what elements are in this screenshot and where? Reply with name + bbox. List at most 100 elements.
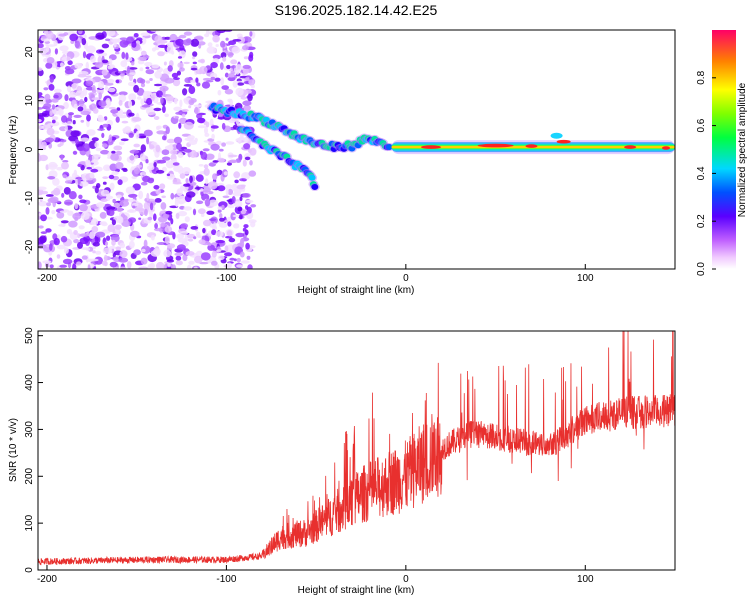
noise-blob: [74, 40, 81, 49]
noise-blob: [89, 172, 95, 179]
noise-blob: [77, 106, 84, 112]
colorbar-tick-label: 0.4: [696, 166, 707, 180]
noise-blob: [66, 56, 71, 61]
noise-blob: [200, 188, 204, 192]
noise-blob: [207, 181, 218, 190]
noise-blob: [242, 100, 252, 106]
noise-blob: [219, 62, 224, 70]
noise-blob: [179, 99, 183, 108]
noise-blob: [225, 37, 229, 41]
noise-blob: [233, 171, 241, 179]
noise-blob: [62, 160, 69, 163]
snr-y-label: SNR (10 * v/v): [8, 418, 19, 482]
noise-blob: [88, 258, 99, 262]
noise-blob: [190, 38, 200, 47]
noise-blob: [67, 85, 72, 93]
steady-line-bump: [550, 132, 563, 139]
steady-line-peak: [421, 145, 441, 149]
noise-blob: [38, 261, 42, 269]
noise-blob: [200, 58, 205, 64]
noise-blob: [119, 266, 126, 269]
noise-blob: [68, 91, 77, 98]
spectrogram-y-tick-label: 10: [24, 95, 35, 107]
noise-blob: [195, 250, 203, 257]
noise-blob: [60, 62, 64, 68]
snr-layer: [38, 331, 675, 566]
noise-blob: [222, 56, 227, 62]
noise-blob: [111, 219, 116, 226]
noise-blob: [221, 142, 227, 147]
noise-blob: [151, 64, 160, 69]
noise-blob: [51, 116, 59, 121]
noise-blob: [64, 180, 73, 184]
noise-blob: [46, 44, 50, 53]
noise-blob: [86, 129, 96, 136]
noise-blob: [141, 248, 146, 253]
noise-blob: [133, 143, 140, 148]
noise-blob: [56, 244, 66, 250]
noise-blob: [38, 225, 44, 229]
noise-blob: [150, 234, 155, 241]
noise-blob: [174, 97, 178, 105]
noise-blob: [204, 183, 210, 186]
noise-blob: [216, 249, 222, 253]
noise-blob: [239, 178, 247, 182]
noise-blob: [116, 107, 121, 111]
noise-blob: [45, 194, 54, 197]
noise-blob: [119, 250, 128, 258]
noise-blob: [106, 206, 116, 211]
noise-blob: [173, 136, 183, 144]
noise-blob: [60, 139, 67, 143]
noise-blob: [104, 82, 114, 86]
noise-blob: [195, 174, 204, 182]
noise-blob: [79, 199, 87, 204]
noise-blob: [51, 119, 56, 124]
noise-blob: [98, 100, 108, 107]
noise-blob: [206, 210, 215, 215]
noise-blob: [166, 266, 172, 269]
noise-blob: [109, 182, 115, 191]
noise-blob: [162, 87, 166, 96]
noise-blob: [165, 126, 170, 135]
noise-blob: [47, 161, 58, 170]
noise-blob: [77, 30, 83, 35]
noise-blob: [73, 169, 78, 176]
noise-blob: [216, 30, 226, 34]
noise-blob: [207, 244, 215, 251]
noise-blob: [227, 204, 235, 209]
noise-blob: [68, 220, 78, 228]
noise-blob: [140, 82, 146, 88]
noise-blob: [193, 36, 204, 40]
noise-blob: [151, 47, 157, 52]
noise-blob: [182, 254, 188, 262]
noise-blob: [133, 33, 139, 38]
upper-branch-blob: [385, 144, 393, 150]
noise-blob: [156, 90, 164, 98]
noise-blob: [67, 210, 74, 216]
noise-blob: [175, 212, 180, 219]
noise-blob: [118, 257, 129, 263]
noise-blob: [201, 81, 211, 89]
noise-blob: [45, 137, 55, 143]
noise-blob: [115, 116, 120, 123]
noise-blob: [247, 93, 253, 102]
noise-blob: [63, 32, 69, 36]
noise-blob: [174, 116, 179, 119]
noise-blob: [51, 98, 59, 103]
noise-blob: [94, 141, 99, 148]
noise-blob: [246, 255, 251, 260]
noise-blob: [192, 56, 196, 60]
snr-x-tick-label: 0: [403, 574, 409, 585]
noise-blob: [166, 259, 175, 263]
noise-blob: [122, 127, 132, 133]
noise-blob: [201, 185, 212, 193]
noise-blob: [101, 260, 107, 266]
noise-blob: [95, 32, 105, 40]
noise-blob: [242, 89, 252, 94]
upper-branch-blob: [263, 116, 270, 123]
noise-blob: [147, 165, 155, 171]
noise-blob: [184, 77, 192, 84]
noise-blob: [38, 113, 48, 117]
noise-blob: [195, 231, 201, 238]
noise-blob: [38, 92, 43, 97]
